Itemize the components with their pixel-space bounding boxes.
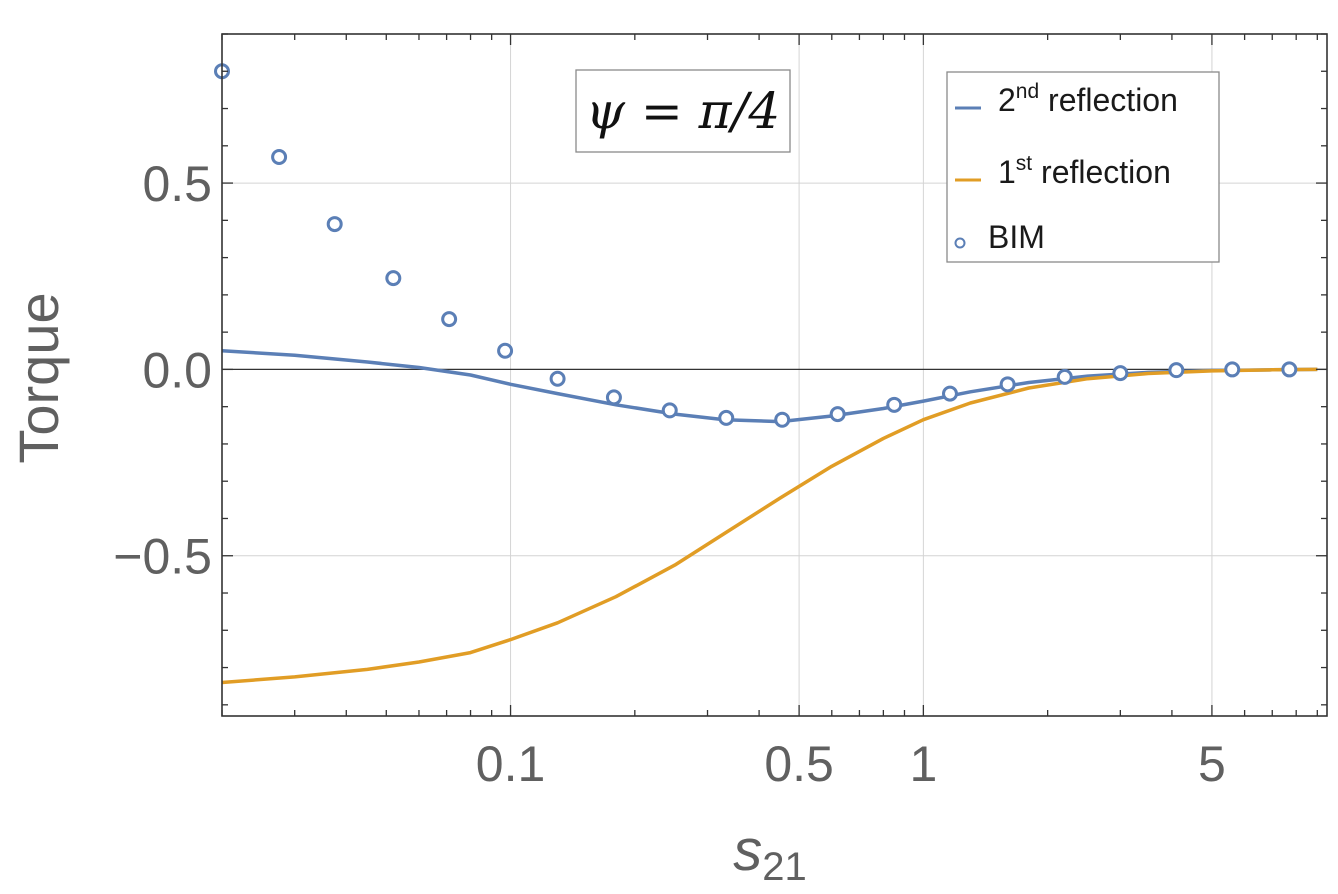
bim-point <box>497 342 514 359</box>
x-axis-title-subscript: 21 <box>762 845 807 889</box>
series-line-1 <box>221 367 1318 685</box>
series-points <box>214 63 1298 428</box>
bim-point <box>661 402 678 419</box>
y-tick-label: 0.0 <box>142 342 212 398</box>
bim-point <box>1112 365 1129 382</box>
bim-point <box>549 370 566 387</box>
y-tick-label: 0.5 <box>142 156 212 212</box>
x-axis-title-main: s <box>733 818 762 883</box>
series-line-0 <box>221 349 1318 424</box>
bim-point <box>441 311 458 328</box>
bim-point <box>774 411 791 428</box>
y-axis-title: Torque <box>7 292 70 463</box>
bim-point <box>941 385 958 402</box>
legend-label-1st-reflection: 1st reflection <box>998 152 1171 190</box>
legend: 2nd reflection 1st reflection BIM <box>946 71 1220 263</box>
annotation-box: ψ = π/4 <box>575 69 791 153</box>
bim-point <box>326 216 343 233</box>
legend-marker-bim <box>954 237 966 249</box>
bim-point <box>605 389 622 406</box>
x-tick-label: 1 <box>909 736 937 792</box>
ticks <box>221 33 1327 716</box>
legend-label-bim: BIM <box>988 219 1045 255</box>
annotation-frame <box>575 69 791 153</box>
series-lines <box>221 349 1318 685</box>
x-tick-label: 5 <box>1198 736 1226 792</box>
bim-point <box>999 376 1016 393</box>
bim-point <box>1281 361 1298 378</box>
x-tick-label: 0.5 <box>764 736 834 792</box>
bim-point <box>1056 368 1073 385</box>
bim-point <box>886 396 903 413</box>
bim-point <box>1224 361 1241 378</box>
tick-labels: 0.1 0.5 1 5 0.5 0.0 −0.5 <box>113 156 1226 792</box>
bim-point <box>829 406 846 423</box>
bim-point <box>1168 362 1185 379</box>
legend-label-2nd-reflection: 2nd reflection <box>998 80 1178 118</box>
x-tick-label: 0.1 <box>476 736 546 792</box>
legend-frame <box>946 71 1220 263</box>
bim-point <box>271 148 288 165</box>
bim-point <box>718 409 735 426</box>
annotation-text: ψ = π/4 <box>586 82 780 140</box>
y-tick-label: −0.5 <box>113 529 212 585</box>
bim-point <box>385 270 402 287</box>
plot-frame <box>221 33 1328 717</box>
x-axis-title: s21 <box>733 818 807 889</box>
